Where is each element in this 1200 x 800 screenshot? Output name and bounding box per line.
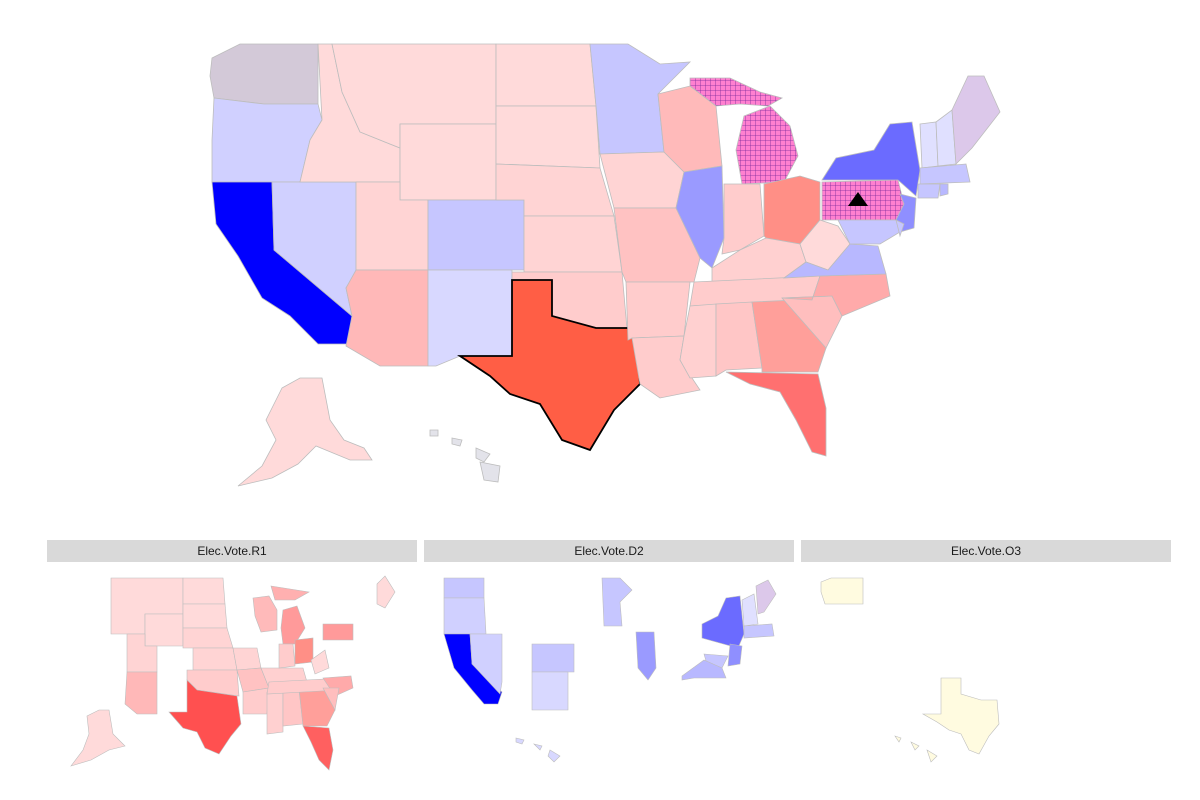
facet-strip-label: Elec.Vote.O3 <box>801 540 1171 562</box>
state-arizona[interactable] <box>345 269 429 367</box>
facet-map-d2 <box>443 577 777 763</box>
state-wyoming[interactable] <box>399 123 497 201</box>
main-choropleth-map <box>209 43 1001 487</box>
state-vermont[interactable] <box>919 121 939 169</box>
state-delaware[interactable] <box>895 219 905 238</box>
facet-strip-label: Elec.Vote.R1 <box>47 540 417 562</box>
state-maine[interactable] <box>951 75 1001 165</box>
state-colorado[interactable] <box>427 199 525 271</box>
facet-panel-r1: Elec.Vote.R1 <box>47 540 417 790</box>
state-michigan-upper[interactable] <box>689 77 784 107</box>
state-alaska[interactable] <box>237 377 373 487</box>
state-virginia[interactable] <box>782 243 887 279</box>
state-washington[interactable] <box>209 43 319 105</box>
facet-map-r1 <box>70 575 396 771</box>
state-new-mexico[interactable] <box>427 269 513 367</box>
state-arkansas[interactable] <box>625 281 691 341</box>
state-alabama[interactable] <box>715 301 763 377</box>
facet-panel-d2: Elec.Vote.D2 <box>424 540 794 790</box>
state-iowa[interactable] <box>599 151 685 209</box>
state-new-york[interactable] <box>821 121 921 197</box>
state-texas[interactable] <box>457 279 641 452</box>
state-florida[interactable] <box>725 371 827 457</box>
state-connecticut[interactable] <box>917 183 941 199</box>
facet-panel-o3: Elec.Vote.O3 <box>801 540 1171 790</box>
state-michigan-lower[interactable] <box>735 105 799 185</box>
state-maryland[interactable] <box>837 219 901 245</box>
facet-strip-label: Elec.Vote.D2 <box>424 540 794 562</box>
triangle-marker-icon <box>848 192 868 206</box>
state-hawaii[interactable] <box>429 429 501 483</box>
state-rhode-island[interactable] <box>939 183 949 197</box>
state-south-dakota[interactable] <box>495 105 601 169</box>
state-kansas[interactable] <box>523 215 623 273</box>
state-massachusetts[interactable] <box>919 163 971 185</box>
state-north-dakota[interactable] <box>495 43 597 107</box>
facet-map-o3 <box>820 577 1000 763</box>
